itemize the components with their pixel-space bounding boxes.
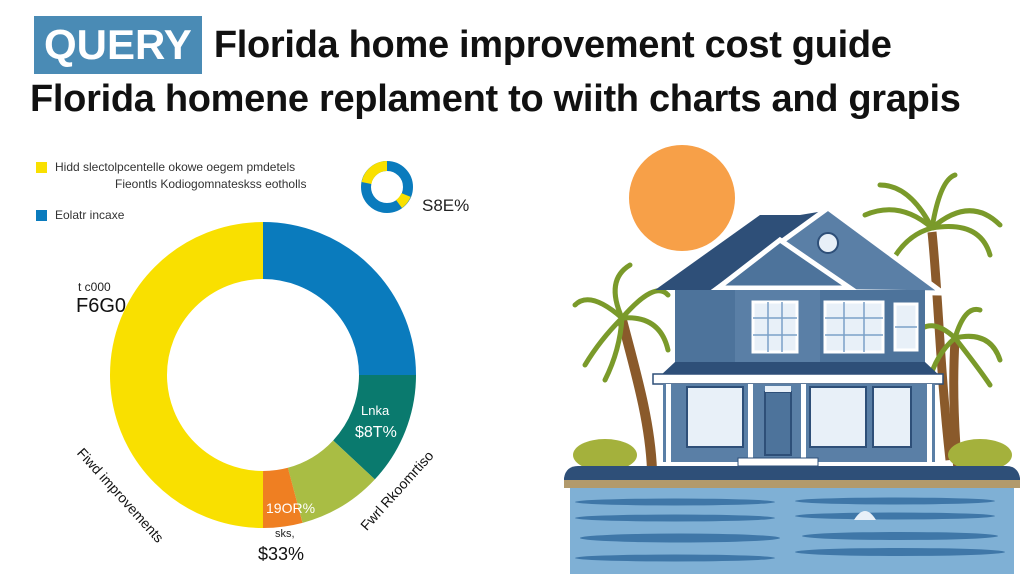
teal-slice-label: Lnka [361, 403, 390, 418]
slice-teal [332, 374, 416, 480]
wave-splash [854, 511, 876, 520]
legend-swatch-yellow [36, 162, 47, 173]
page-title: Florida home improvement cost guide [213, 23, 892, 66]
upper-windows [751, 300, 919, 354]
title-row: QUERY Florida home improvement cost guid… [34, 14, 892, 76]
attic-window [817, 232, 839, 254]
door-transom [765, 386, 791, 392]
mini-slice-yellow-top [361, 161, 388, 185]
legend-item-blue: Eolatr incaxe [36, 208, 124, 222]
side-label-value: F6G0 [76, 295, 127, 317]
porch-fascia [652, 373, 944, 385]
slice-orange [262, 467, 303, 528]
bush-icon [573, 439, 1012, 471]
deck [564, 466, 1020, 480]
main-donut-chart [110, 222, 416, 528]
ground-windows [686, 386, 912, 448]
slice-yellow [110, 222, 264, 528]
legend-swatch-blue [36, 210, 47, 221]
bottom-value-label: $33% [258, 544, 305, 564]
mini-slice-yellow-right [395, 192, 411, 209]
mini-donut-chart [361, 161, 413, 213]
palm-tree-icon [862, 172, 1003, 461]
front-door [764, 391, 792, 456]
legend-label: Hidd slectolpcentelle okowe oegem pmdete… [55, 160, 296, 174]
slice-blue [262, 222, 416, 376]
gable-front [710, 236, 859, 291]
legend-label: Eolatr incaxe [55, 208, 125, 222]
sun-icon [629, 145, 735, 251]
porch-roof [660, 362, 940, 376]
legend-sublabel: Fieontls Kodiogomnateskss eotholls [115, 177, 307, 191]
window-grid [753, 302, 917, 352]
palm-tree-icon [572, 262, 671, 471]
waves-icon [575, 497, 1005, 562]
sand-strip [564, 480, 1020, 488]
slice-green [286, 439, 375, 523]
porch-columns [666, 384, 932, 462]
page-subtitle: Florida homene replament to wiith charts… [30, 78, 961, 120]
teal-slice-value: $8T% [355, 424, 397, 441]
florida-house-illustration [564, 145, 1020, 574]
query-badge: QUERY [34, 16, 202, 74]
side-label-small: t c000 [78, 280, 111, 294]
mini-chart-value: S8E% [422, 196, 470, 215]
legend-item-yellow: Hidd slectolpcentelle okowe oegem pmdete… [36, 160, 295, 174]
front-step [737, 457, 819, 467]
bottom-small-label: sks, [275, 528, 295, 540]
orange-slice-value: 19OR% [266, 500, 316, 516]
